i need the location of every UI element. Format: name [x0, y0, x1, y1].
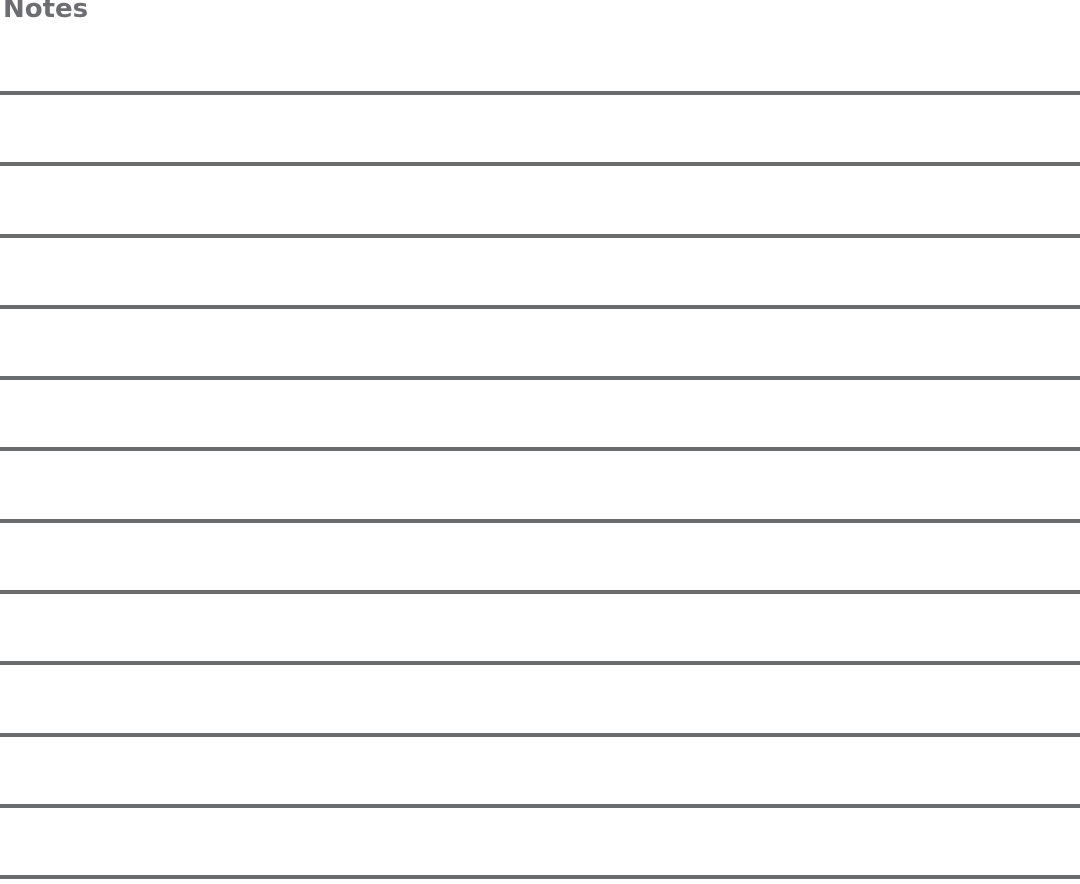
ruled-line: [0, 305, 1080, 309]
ruled-line: [0, 91, 1080, 95]
ruled-line: [0, 519, 1080, 523]
ruled-line: [0, 376, 1080, 380]
ruled-line: [0, 590, 1080, 594]
ruled-line: [0, 733, 1080, 737]
ruled-line: [0, 447, 1080, 451]
ruled-line: [0, 804, 1080, 808]
ruled-line: [0, 162, 1080, 166]
page-title: Notes: [3, 0, 89, 24]
ruled-line: [0, 234, 1080, 238]
ruled-line: [0, 661, 1080, 665]
ruled-line: [0, 875, 1080, 879]
